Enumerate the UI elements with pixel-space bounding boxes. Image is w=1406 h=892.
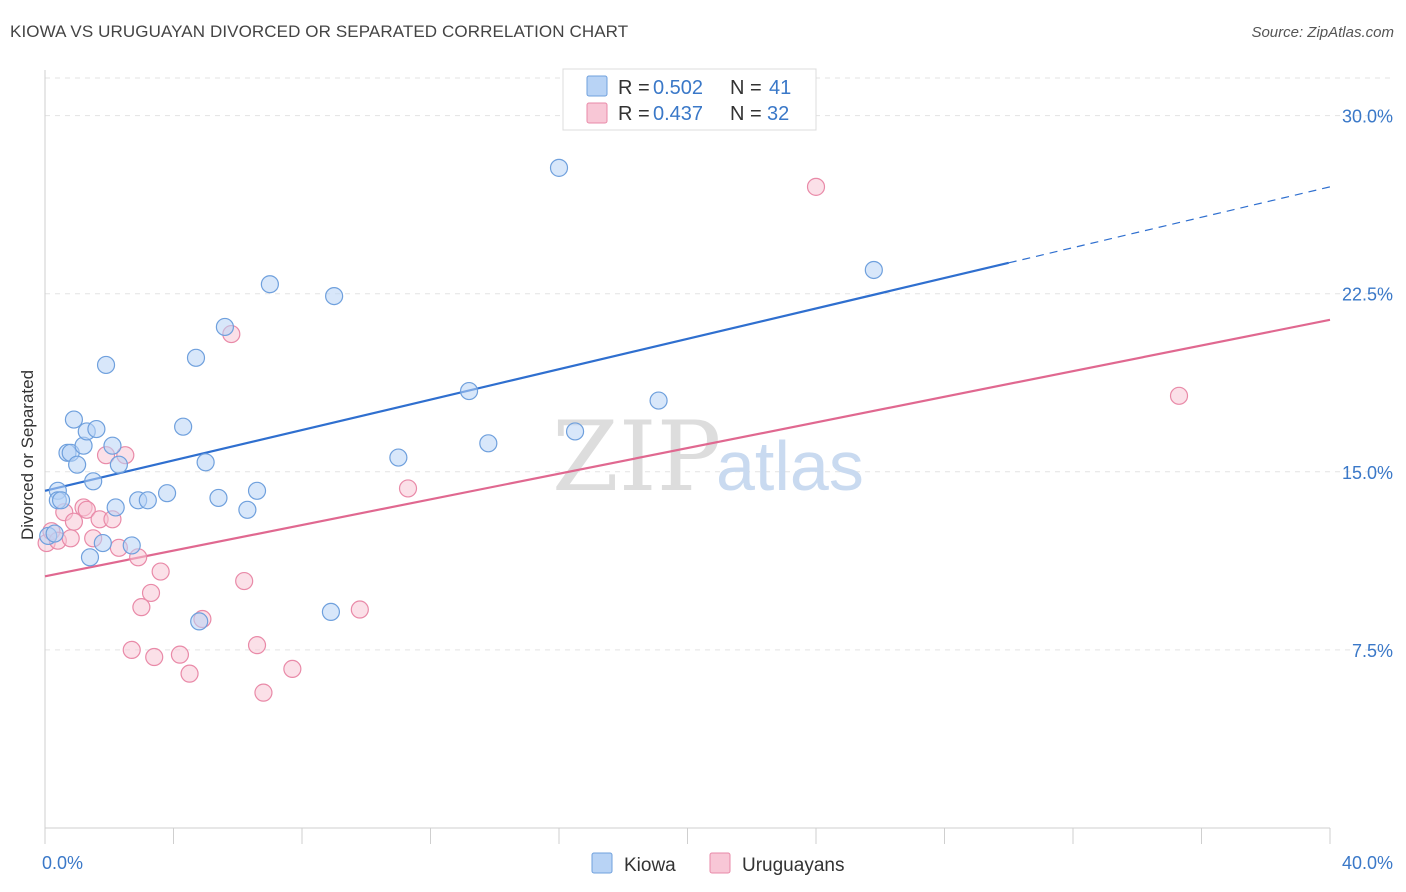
kiowa-point (215, 317, 234, 337)
kiowa-point (68, 455, 87, 474)
kiowa-point (459, 381, 479, 401)
uruguayans-point (61, 529, 80, 548)
legend-uru-r-value: 0.437 (653, 103, 703, 125)
kiowa-point (260, 275, 279, 294)
kiowa-point (565, 422, 585, 441)
watermark-zip: ZIP (552, 401, 721, 513)
kiowa-point (103, 436, 122, 455)
uruguayans-point (145, 647, 164, 667)
kiowa-points (39, 158, 883, 631)
y-tick-label: 22.5% (1342, 285, 1393, 305)
kiowa-point (325, 286, 344, 306)
y-tick-label: 15.0% (1342, 463, 1393, 483)
uruguayans-point (122, 640, 141, 660)
kiowa-point (87, 419, 106, 439)
uruguayans-trend-line (44, 318, 1331, 578)
kiowa-point (122, 536, 141, 555)
kiowa-point (209, 488, 228, 508)
uruguayans-point (350, 600, 369, 619)
kiowa-point (51, 491, 71, 510)
kiowa-point (321, 602, 341, 622)
kiowa-point (247, 481, 267, 500)
uruguayans-point (283, 659, 302, 679)
kiowa-point (84, 472, 103, 491)
kiowa-point (389, 448, 408, 467)
trend-lines (44, 186, 1331, 578)
correlation-legend: R = 0.502 N = 41 R = 0.437 N = 32 (562, 68, 817, 131)
kiowa-point (157, 484, 177, 503)
legend-kiowa-n-label: N = (730, 77, 762, 99)
source-credit: Source: ZipAtlas.com (1251, 24, 1394, 41)
kiowa-point (196, 453, 215, 472)
legend-kiowa-n-value: 41 (769, 77, 791, 99)
bottom-legend-uru-label: Uruguayans (742, 855, 844, 876)
kiowa-point (186, 348, 206, 367)
kiowa-point (649, 391, 668, 410)
legend-kiowa-swatch (586, 75, 608, 97)
legend-kiowa-r-label: R = (618, 77, 650, 99)
kiowa-point (109, 455, 128, 474)
uruguayans-point (141, 583, 161, 603)
legend-uru-swatch (586, 102, 608, 124)
uruguayans-point (132, 598, 151, 617)
uruguayans-point (170, 645, 190, 664)
legend-kiowa-r-value: 0.502 (653, 77, 703, 99)
kiowa-point (479, 434, 498, 453)
kiowa-point (106, 498, 125, 517)
bottom-legend-kiowa-swatch (591, 852, 613, 874)
kiowa-point (238, 500, 257, 519)
legend-uru-r-label: R = (618, 103, 650, 125)
kiowa-trend-line (44, 261, 1010, 492)
y-axis-title: Divorced or Separated (18, 370, 37, 540)
uruguayans-point (1169, 386, 1189, 405)
kiowa-point (190, 612, 209, 631)
kiowa-point (64, 410, 84, 429)
bottom-legend-kiowa-label: Kiowa (624, 855, 676, 876)
x-ticks (44, 828, 1331, 844)
y-tick-labels: 7.5% 15.0% 22.5% 30.0% (1342, 107, 1393, 661)
uruguayans-point (254, 683, 273, 702)
kiowa-point (549, 158, 569, 177)
kiowa-point (96, 355, 116, 375)
kiowa-point (138, 491, 157, 510)
kiowa-point (93, 533, 112, 553)
y-tick-label: 30.0% (1342, 107, 1393, 127)
uruguayans-point (151, 562, 170, 581)
uruguayans-point (180, 664, 199, 683)
kiowa-point (864, 260, 883, 280)
kiowa-point (174, 417, 193, 436)
series-legend: Kiowa Uruguayans (591, 852, 844, 876)
kiowa-trend-extension (1008, 186, 1331, 264)
watermark-atlas: atlas (716, 427, 864, 505)
x-tick-label-min: 0.0% (42, 853, 83, 873)
uruguayans-point (398, 479, 418, 498)
kiowa-point (45, 524, 64, 543)
bottom-legend-uru-swatch (709, 852, 731, 874)
uruguayans-point (64, 512, 84, 531)
x-tick-label-max: 40.0% (1342, 853, 1393, 873)
legend-uru-n-value: 32 (767, 103, 789, 125)
chart-title: KIOWA VS URUGUAYAN DIVORCED OR SEPARATED… (10, 22, 629, 41)
y-tick-label: 7.5% (1352, 641, 1393, 661)
uruguayans-point (235, 571, 254, 591)
uruguayans-point (806, 177, 826, 196)
gridlines (45, 77, 1392, 651)
uruguayans-point (77, 500, 96, 519)
uruguayans-point (247, 636, 267, 655)
kiowa-point (80, 548, 100, 567)
legend-uru-n-label: N = (730, 103, 762, 125)
